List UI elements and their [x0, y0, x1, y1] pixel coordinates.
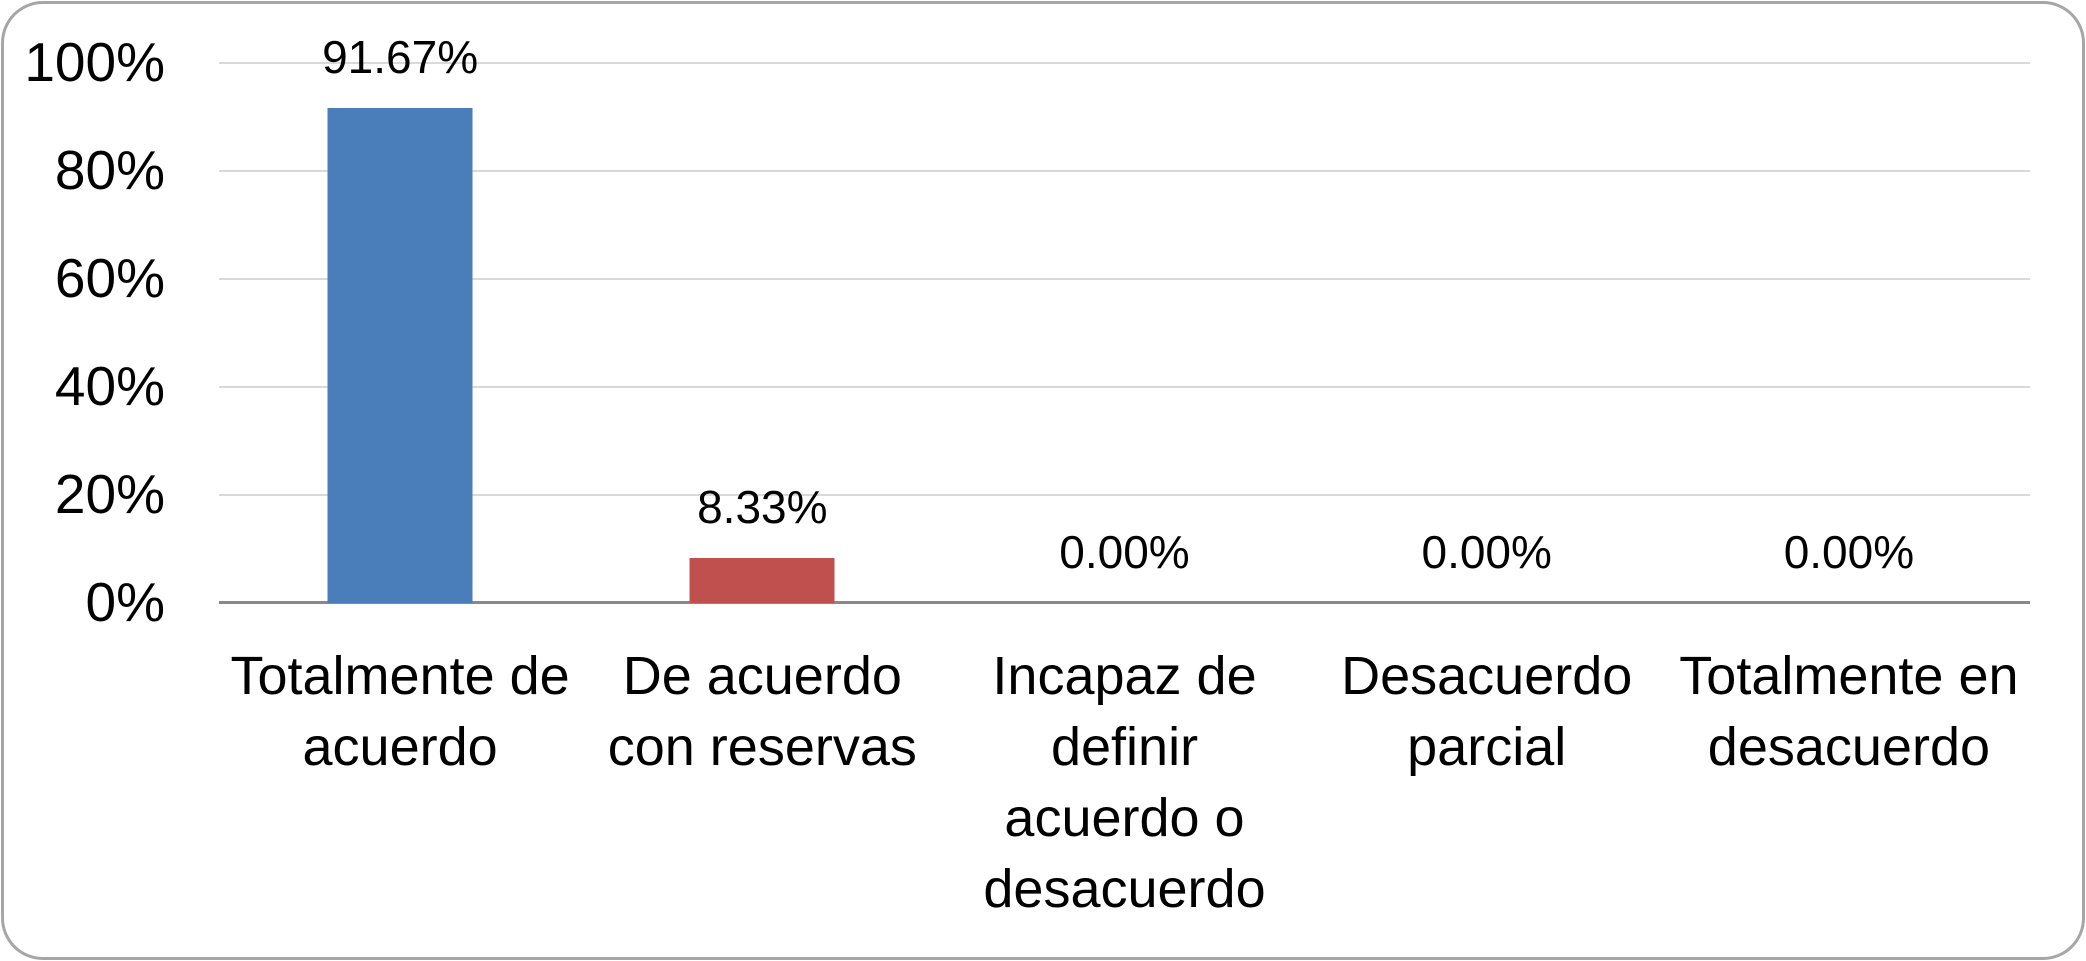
category-label-desacuerdo-parcial: Desacuerdo parcial	[1341, 646, 1633, 777]
category-label-de-acuerdo-con-reservas: De acuerdo con reservas	[607, 646, 917, 777]
value-label: 8.33%	[697, 481, 828, 534]
value-label: 91.67%	[322, 30, 479, 83]
column-incapaz-de-definir: 0.00%	[943, 63, 1305, 603]
y-axis-tick-label: 80%	[54, 139, 165, 201]
gridline-100	[219, 62, 2030, 64]
y-axis: 100% 80% 60% 40% 20% 0%	[4, 4, 165, 957]
category-label-incapaz-de-definir: Incapaz de definir acuerdo o desacuerdo	[983, 646, 1266, 919]
gridline-40	[219, 386, 2030, 388]
category-label-totalmente-en-desacuerdo: Totalmente en desacuerdo	[1679, 646, 2019, 777]
x-axis-line	[219, 601, 2030, 604]
column-de-acuerdo-con-reservas: 8.33%	[581, 63, 943, 603]
y-axis-tick-label: 100%	[24, 31, 165, 93]
bar-de-acuerdo-con-reservas	[689, 558, 835, 603]
bar-series: 91.67% 8.33% 0.00% 0.00% 0.00%	[219, 32, 2030, 603]
value-label: 0.00%	[1421, 526, 1552, 578]
y-axis-tick-label: 0%	[85, 571, 166, 633]
category-label-totalmente-de-acuerdo: Totalmente de acuerdo	[230, 646, 570, 777]
column-desacuerdo-parcial: 0.00%	[1306, 63, 1668, 603]
value-label: 0.00%	[1059, 526, 1190, 578]
value-label: 0.00%	[1783, 526, 1915, 578]
y-axis-tick-label: 20%	[54, 463, 165, 525]
x-axis-category-labels: Totalmente de acuerdo De acuerdo con res…	[219, 641, 2030, 925]
y-axis-tick-label: 60%	[54, 247, 165, 309]
gridline-80	[219, 170, 2030, 172]
column-totalmente-de-acuerdo: 91.67%	[219, 32, 581, 603]
plot-area: 91.67% 8.33% 0.00% 0.00% 0.00%	[219, 32, 2030, 604]
gridline-60	[219, 278, 2030, 280]
bar-totalmente-de-acuerdo	[327, 107, 473, 603]
column-totalmente-en-desacuerdo: 0.00%	[1668, 63, 2030, 603]
gridline-20	[219, 494, 2030, 496]
y-axis-tick-label: 40%	[54, 355, 165, 417]
